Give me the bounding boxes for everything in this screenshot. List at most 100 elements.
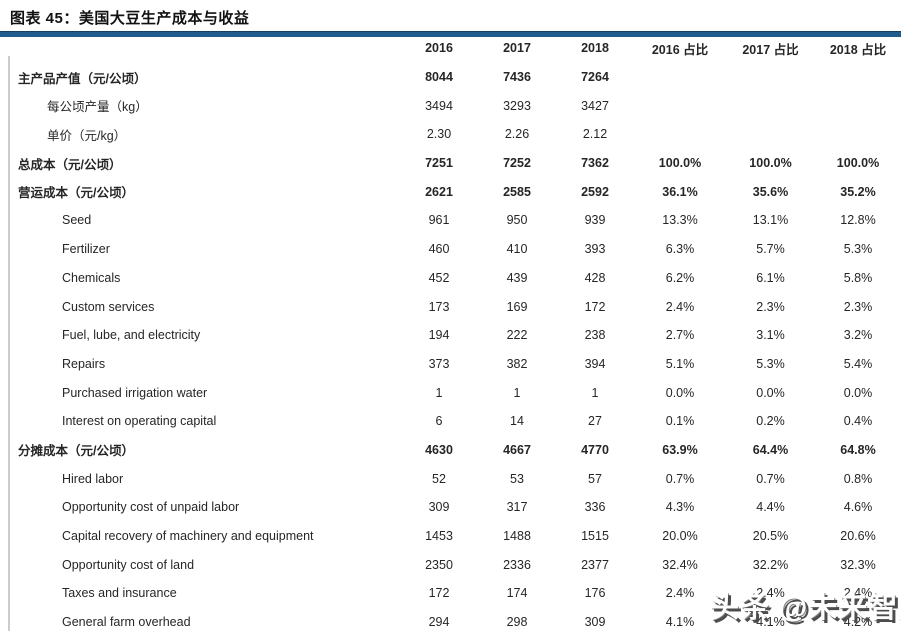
- row-label: 单价（元/kg）: [47, 128, 127, 143]
- cell-value: 12.8%: [840, 213, 876, 228]
- cell-value: 14: [510, 414, 524, 429]
- table-row: General farm overhead 294 298 309 4.1% 4.1% 4.…: [0, 608, 901, 637]
- header-column-cell: 2018 占比: [829, 42, 887, 57]
- cost-table: 2016 2017 2018 2016 占比 2017 占比 2018 占比 主产品产值（…: [0, 34, 901, 636]
- cell-value: 4.6%: [843, 500, 873, 515]
- cell-value: 2336: [503, 557, 531, 572]
- cell-value: 0.7%: [756, 471, 785, 486]
- cell-value: 5.3%: [756, 356, 785, 371]
- cell-value: 32.2%: [752, 557, 789, 572]
- cell-value: 298: [506, 615, 528, 630]
- cell-value: 439: [506, 270, 528, 285]
- cell-value: 7264: [581, 70, 609, 85]
- cell-value: 52: [432, 471, 446, 486]
- cell-value: 1515: [581, 529, 609, 544]
- cell-value: 36.1%: [662, 184, 698, 199]
- cell-value: 2377: [581, 557, 609, 572]
- cell-value: 4.2%: [843, 615, 873, 630]
- header-column-cell: 2017 占比: [742, 42, 799, 57]
- row-label: Hired labor: [62, 471, 124, 486]
- table-row: Taxes and insurance 172 174 176 2.4% 2.4% 2.4%: [0, 579, 901, 608]
- cell-value: 6: [435, 414, 443, 429]
- cell-value: 2.4%: [843, 586, 873, 601]
- cell-value: 0.1%: [665, 414, 695, 429]
- row-label: Opportunity cost of unpaid labor: [62, 500, 240, 515]
- cell-value: 35.2%: [840, 184, 876, 199]
- row-label: 营运成本（元/公顷）: [18, 186, 134, 201]
- cell-value: 32.4%: [662, 557, 698, 572]
- cell-value: 5.4%: [843, 356, 873, 371]
- table-row: 主产品产值（元/公顷） 8044 7436 7264: [0, 63, 901, 92]
- table-row: Seed 961 950 939 13.3% 13.1% 12.8%: [0, 206, 901, 235]
- cell-value: 8044: [425, 70, 453, 85]
- table-row: Opportunity cost of unpaid labor 309 317 33…: [0, 493, 901, 522]
- row-label: Seed: [62, 213, 92, 228]
- row-label: 每公顷产量（kg）: [47, 100, 148, 115]
- cell-value: 7252: [503, 156, 531, 171]
- cell-value: 2.3%: [843, 299, 873, 314]
- table-row: 营运成本（元/公顷） 2621 2585 2592 36.1% 35.6% 35.2%: [0, 177, 901, 206]
- cell-value: 0.0%: [756, 385, 785, 400]
- cell-value: 0.4%: [843, 414, 873, 429]
- cell-value: 1488: [503, 529, 531, 544]
- table-row: Hired labor 52 53 57 0.7% 0.7% 0.8%: [0, 464, 901, 493]
- cell-value: 2621: [425, 184, 453, 199]
- table-row: Fuel, lube, and electricity 194 222 238 2.7%…: [0, 321, 901, 350]
- cell-value: 238: [584, 328, 606, 343]
- cell-value: 169: [506, 299, 528, 314]
- row-label: Purchased irrigation water: [62, 385, 208, 400]
- cell-value: 2.3%: [756, 299, 785, 314]
- cell-value: 1: [513, 385, 521, 400]
- cell-value: 3.2%: [843, 328, 873, 343]
- table-left-border: [8, 56, 10, 631]
- cell-value: 373: [428, 356, 450, 371]
- cell-value: 6.3%: [665, 242, 695, 257]
- cell-value: 2.4%: [665, 586, 695, 601]
- table-row: 分摊成本（元/公顷） 4630 4667 4770 63.9% 64.4% 64.8%: [0, 436, 901, 465]
- cell-value: 20.5%: [752, 529, 789, 544]
- cell-value: 1: [435, 385, 443, 400]
- cell-value: 0.2%: [756, 414, 785, 429]
- cell-value: 173: [428, 299, 450, 314]
- cell-value: 2.12: [582, 127, 608, 142]
- cell-value: 222: [506, 328, 528, 343]
- cell-value: 3.1%: [756, 328, 785, 343]
- watermark-text: 头条 @未来智库: [710, 592, 901, 624]
- cell-value: 4.1%: [756, 615, 785, 630]
- cell-value: 7436: [503, 70, 531, 85]
- table-row: Capital recovery of machinery and equipm…: [0, 522, 901, 551]
- cell-value: 0.0%: [843, 385, 873, 400]
- cell-value: 382: [506, 356, 528, 371]
- row-label: Repairs: [62, 356, 106, 371]
- cell-value: 100.0%: [749, 156, 792, 171]
- row-label: Interest on operating capital: [62, 414, 217, 429]
- table-row: Chemicals 452 439 428 6.2% 6.1% 5.8%: [0, 264, 901, 293]
- cell-value: 100.0%: [836, 156, 880, 171]
- cell-value: 100.0%: [658, 156, 702, 171]
- row-label: General farm overhead: [62, 615, 191, 630]
- cell-value: 2592: [581, 184, 609, 199]
- title-rule-divider: [0, 31, 901, 37]
- cell-value: 460: [428, 242, 450, 257]
- row-label: Chemicals: [62, 270, 121, 285]
- cell-value: 961: [428, 213, 450, 228]
- cell-value: 4630: [425, 442, 453, 457]
- cell-value: 2.4%: [756, 586, 785, 601]
- row-label: Opportunity cost of land: [62, 557, 195, 572]
- cell-value: 410: [506, 242, 528, 257]
- table-row: Custom services 173 169 172 2.4% 2.3% 2.3%: [0, 292, 901, 321]
- row-label: Taxes and insurance: [62, 586, 177, 601]
- table-row: Opportunity cost of land 2350 2336 2377 32.4…: [0, 550, 901, 579]
- cell-value: 394: [584, 356, 606, 371]
- cell-value: 7362: [581, 156, 609, 171]
- cell-value: 309: [428, 500, 450, 515]
- cell-value: 1: [591, 385, 599, 400]
- cell-value: 950: [506, 213, 528, 228]
- table-body: 主产品产值（元/公顷） 8044 7436 7264 每公顷产量（kg） 3494 3293…: [0, 63, 901, 637]
- cell-value: 452: [428, 270, 450, 285]
- cell-value: 428: [584, 270, 606, 285]
- cell-value: 3494: [425, 98, 453, 113]
- cell-value: 53: [510, 471, 524, 486]
- cell-value: 35.6%: [752, 184, 789, 199]
